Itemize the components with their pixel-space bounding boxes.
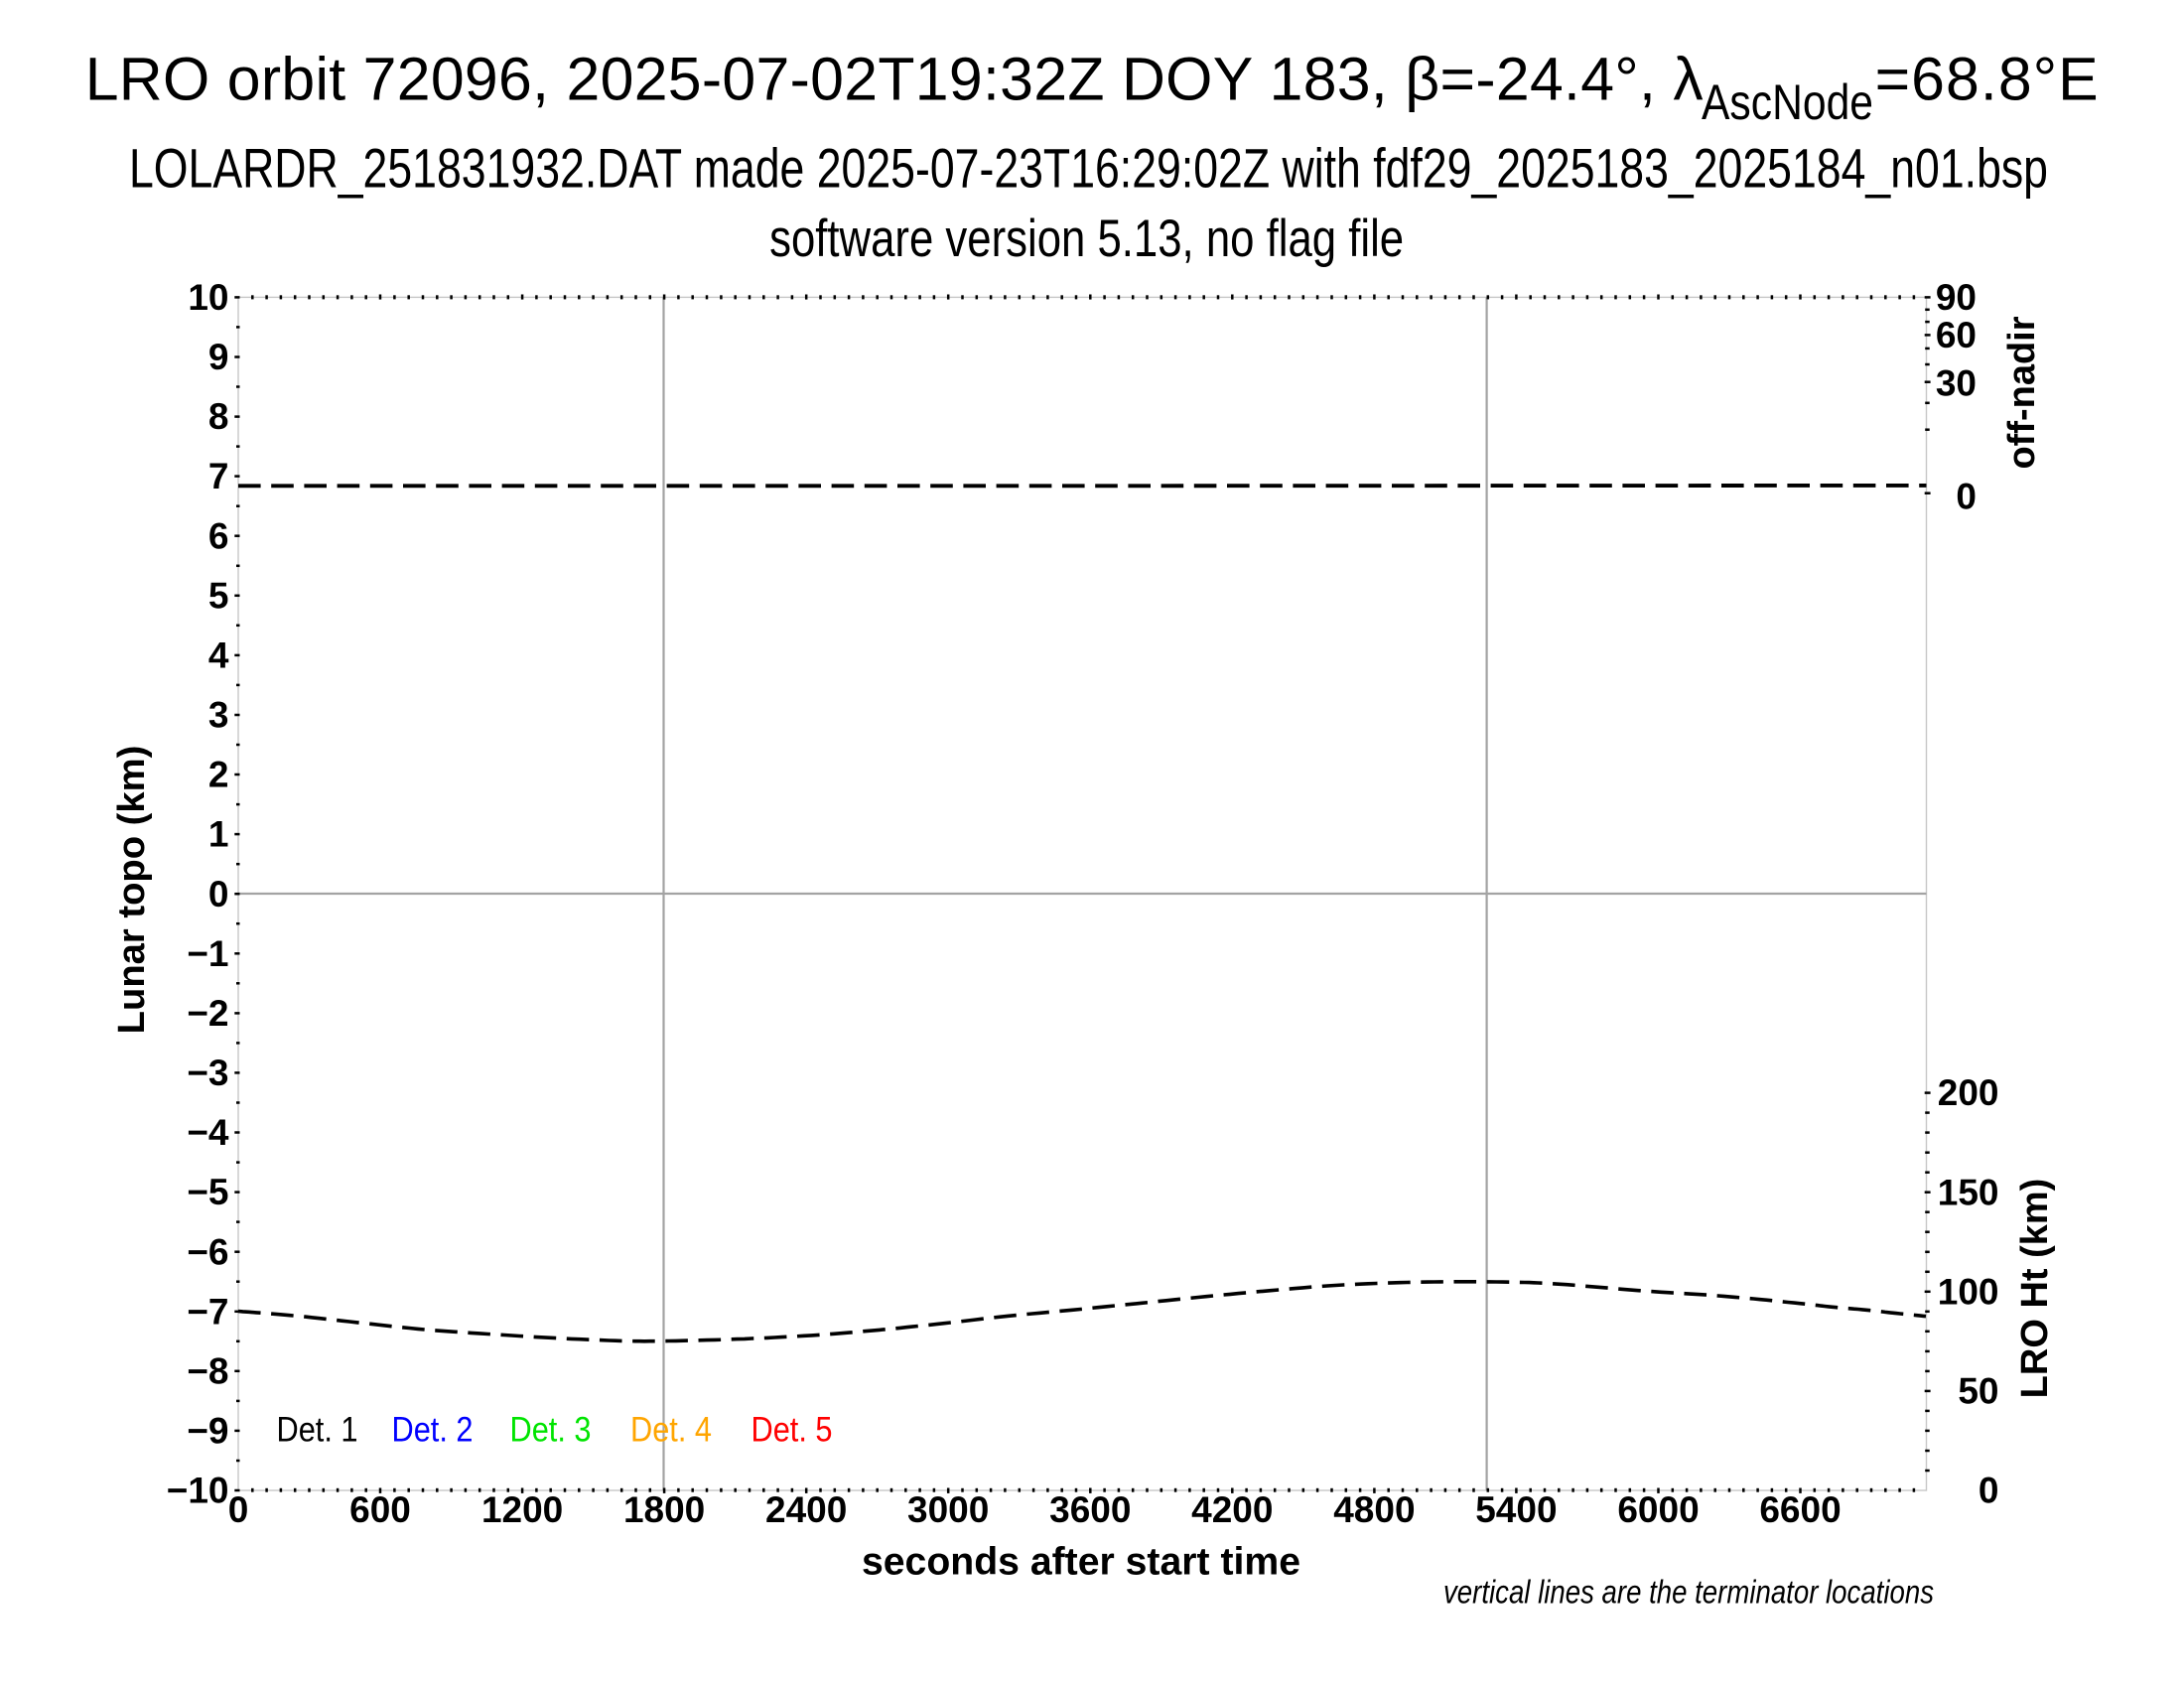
svg-text:8: 8 [208, 396, 229, 437]
svg-text:−4: −4 [187, 1112, 229, 1153]
svg-text:Det. 5: Det. 5 [751, 1410, 833, 1450]
svg-text:Det. 2: Det. 2 [392, 1410, 474, 1450]
svg-text:10: 10 [188, 277, 228, 318]
svg-text:5: 5 [208, 575, 229, 616]
svg-text:60: 60 [1936, 315, 1977, 355]
svg-text:0: 0 [208, 874, 229, 914]
svg-text:−10: −10 [167, 1471, 229, 1511]
svg-text:3600: 3600 [1049, 1489, 1131, 1530]
svg-text:1800: 1800 [623, 1489, 705, 1530]
svg-text:3000: 3000 [907, 1489, 989, 1530]
svg-text:6000: 6000 [1617, 1489, 1699, 1530]
svg-text:200: 200 [1938, 1072, 1999, 1113]
svg-text:Det. 1: Det. 1 [277, 1410, 358, 1450]
svg-text:−1: −1 [187, 933, 228, 974]
svg-text:Det. 3: Det. 3 [510, 1410, 592, 1450]
svg-text:150: 150 [1938, 1172, 1999, 1212]
svg-text:0: 0 [1956, 477, 1977, 517]
svg-text:LRO orbit 72096, 2025-07-02T19: LRO orbit 72096, 2025-07-02T19:32Z DOY 1… [85, 45, 1704, 112]
svg-text:1: 1 [208, 814, 229, 855]
svg-text:−8: −8 [187, 1350, 228, 1391]
svg-text:AscNode: AscNode [1702, 74, 1873, 130]
svg-text:30: 30 [1936, 362, 1977, 403]
svg-text:−7: −7 [187, 1291, 228, 1332]
svg-text:600: 600 [349, 1489, 411, 1530]
svg-text:100: 100 [1938, 1271, 1999, 1312]
svg-text:5400: 5400 [1475, 1489, 1557, 1530]
svg-text:4800: 4800 [1333, 1489, 1415, 1530]
svg-text:−2: −2 [187, 993, 228, 1034]
svg-text:1200: 1200 [481, 1489, 563, 1530]
svg-text:−9: −9 [187, 1411, 228, 1452]
svg-text:3: 3 [208, 695, 229, 736]
svg-text:=68.8°E: =68.8°E [1875, 45, 2099, 112]
svg-text:4: 4 [208, 635, 229, 676]
svg-text:2: 2 [208, 755, 229, 795]
svg-text:0: 0 [1979, 1471, 1999, 1511]
svg-text:90: 90 [1936, 277, 1977, 318]
svg-text:Det. 4: Det. 4 [630, 1410, 712, 1450]
svg-text:off-nadir: off-nadir [2001, 316, 2043, 469]
svg-text:6: 6 [208, 515, 229, 556]
svg-text:9: 9 [208, 337, 229, 377]
svg-text:software version 5.13, no flag: software version 5.13, no flag file [769, 210, 1404, 268]
svg-text:−3: −3 [187, 1053, 228, 1093]
svg-text:0: 0 [228, 1489, 249, 1530]
svg-text:LOLARDR_251831932.DAT made 202: LOLARDR_251831932.DAT made 2025-07-23T16… [129, 137, 2048, 200]
svg-text:seconds after start time: seconds after start time [862, 1541, 1300, 1584]
svg-text:Lunar topo (km): Lunar topo (km) [110, 746, 153, 1035]
svg-text:6600: 6600 [1759, 1489, 1841, 1530]
svg-text:4200: 4200 [1191, 1489, 1273, 1530]
svg-text:−5: −5 [187, 1172, 228, 1212]
svg-text:LRO Ht (km): LRO Ht (km) [2014, 1179, 2056, 1399]
svg-text:vertical lines are the termina: vertical lines are the terminator locati… [1443, 1575, 1934, 1612]
svg-text:7: 7 [208, 456, 229, 496]
svg-text:2400: 2400 [765, 1489, 847, 1530]
svg-text:50: 50 [1958, 1371, 1998, 1412]
svg-text:−6: −6 [187, 1231, 228, 1272]
